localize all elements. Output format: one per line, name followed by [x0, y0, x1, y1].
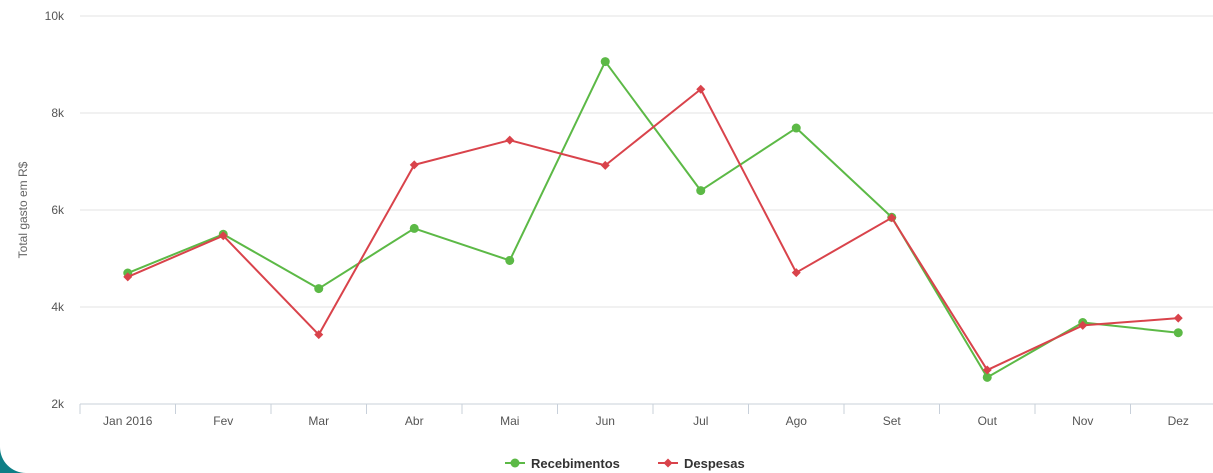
- x-tick-label: Set: [883, 414, 902, 428]
- data-point: [1173, 328, 1183, 338]
- data-point: [218, 231, 228, 241]
- x-tick-label: Fev: [213, 414, 233, 428]
- legend-marker: [510, 458, 520, 468]
- data-point: [982, 365, 992, 375]
- data-point: [409, 223, 419, 233]
- y-tick-label: 10k: [45, 9, 65, 23]
- data-point: [1078, 320, 1088, 330]
- y-tick-label: 6k: [51, 203, 65, 217]
- x-tick-label: Mai: [500, 414, 519, 428]
- data-point: [696, 186, 706, 196]
- data-point: [600, 160, 610, 170]
- y-axis-label: Total gasto em R$: [16, 161, 30, 258]
- x-tick-label: Nov: [1072, 414, 1093, 428]
- legend-marker: [663, 458, 673, 468]
- legend-item-despesas[interactable]: Despesas: [658, 456, 745, 471]
- x-tick-label: Jun: [596, 414, 615, 428]
- data-point: [887, 213, 897, 223]
- series-line: [127, 88, 1179, 372]
- x-tick-label: Jan 2016: [103, 414, 153, 428]
- series-line: [127, 60, 1179, 379]
- y-tick-label: 8k: [51, 106, 65, 120]
- legend-item-recebimentos[interactable]: Recebimentos: [505, 456, 620, 471]
- data-point: [314, 284, 324, 294]
- data-point: [123, 272, 133, 282]
- data-point: [409, 160, 419, 170]
- data-point: [314, 330, 324, 340]
- data-point: [982, 372, 992, 382]
- x-tick-label: Dez: [1168, 414, 1189, 428]
- series-despesas: [123, 84, 1183, 375]
- data-point: [791, 268, 801, 278]
- data-point: [505, 135, 515, 145]
- legend-label: Despesas: [684, 456, 745, 471]
- x-tick-label: Abr: [405, 414, 424, 428]
- data-point: [1173, 313, 1183, 323]
- x-tick-label: Jul: [693, 414, 708, 428]
- legend[interactable]: Recebimentos Despesas: [505, 456, 745, 471]
- x-tick-label: Out: [978, 414, 998, 428]
- legend-label: Recebimentos: [531, 456, 620, 471]
- y-tick-label: 4k: [51, 300, 65, 314]
- x-tick-label: Ago: [786, 414, 808, 428]
- data-point: [600, 57, 610, 67]
- series-recebimentos: [123, 57, 1183, 382]
- data-point: [791, 123, 801, 133]
- x-tick-label: Mar: [308, 414, 329, 428]
- axes: 2k 4k 6k 8k 10k Jan 2016 Fev Mar Abr Mai Jun Jul Ago…: [45, 9, 1213, 428]
- data-point: [505, 255, 515, 265]
- data-point: [696, 84, 706, 94]
- series-layer: [123, 57, 1183, 382]
- y-tick-label: 2k: [51, 397, 65, 411]
